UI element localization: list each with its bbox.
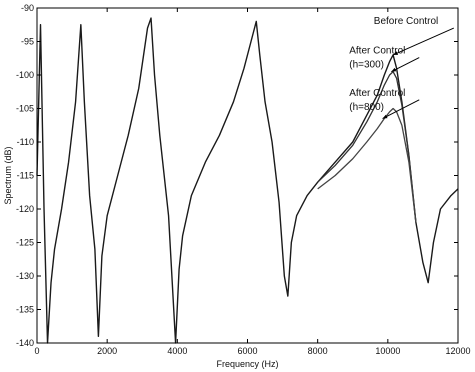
x-tick-label: 10000	[375, 346, 400, 356]
y-tick-label: -140	[16, 338, 34, 348]
annotation-arrowhead	[382, 114, 388, 119]
y-tick-label: -115	[17, 171, 34, 181]
series-line-2	[317, 71, 417, 223]
annotation-label: (h=800)	[349, 102, 384, 113]
annotation-arrow	[382, 99, 420, 119]
y-axis-label: Spectrum (dB)	[3, 146, 13, 204]
y-tick-label: -135	[16, 305, 34, 315]
x-tick-label: 6000	[237, 346, 257, 356]
y-tick-label: -105	[16, 104, 34, 114]
x-tick-label: 4000	[167, 346, 187, 356]
x-axis-ticks: 0 2000 4000 6000 8000 10000 12000	[34, 8, 471, 356]
annotation-arrowhead	[393, 51, 399, 55]
y-tick-label: -120	[16, 204, 34, 214]
x-tick-label: 12000	[445, 346, 470, 356]
annotation-label: After Control	[349, 46, 405, 57]
annotation-label: After Control	[349, 88, 405, 99]
y-tick-label: -90	[21, 3, 34, 13]
x-tick-label: 2000	[97, 346, 117, 356]
annotation-label: Before Control	[374, 16, 438, 27]
y-axis-ticks: -90 -95 -100 -105 -110 -115 -120 -125 -130 -135 -1…	[16, 3, 458, 348]
y-tick-label: -95	[21, 37, 34, 47]
series-line-3	[317, 107, 417, 223]
y-tick-label: -130	[16, 271, 34, 281]
x-tick-label: 8000	[308, 346, 328, 356]
annotation-label: (h=300)	[349, 60, 384, 71]
annotations: Before Control After Control (h=300) After …	[349, 16, 455, 119]
annotation-arrow	[392, 27, 455, 56]
y-tick-label: -125	[16, 238, 34, 248]
annotation-arrowhead	[391, 67, 397, 72]
x-axis-label: Frequency (Hz)	[216, 359, 278, 369]
y-tick-label: -100	[16, 70, 34, 80]
y-tick-label: -110	[17, 137, 34, 147]
annotation-arrow	[391, 57, 420, 73]
x-tick-label: 0	[34, 346, 39, 356]
